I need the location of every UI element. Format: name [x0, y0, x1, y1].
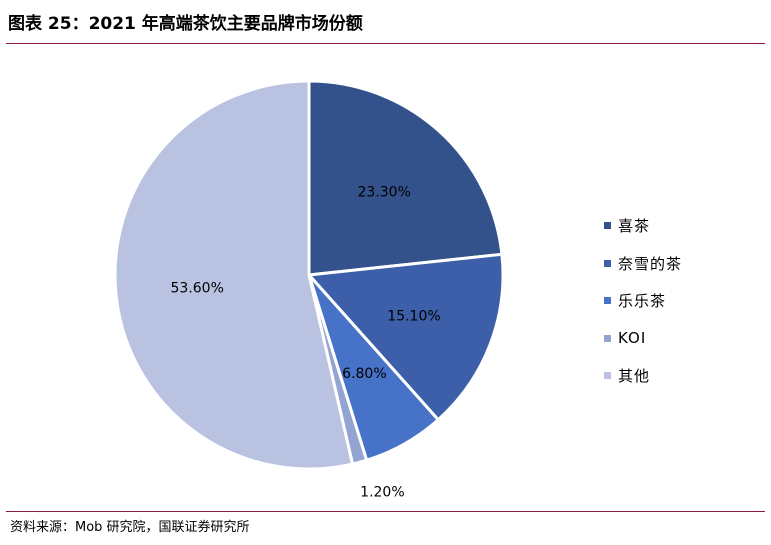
legend-swatch	[604, 297, 611, 305]
pie-slice-0	[307, 79, 504, 277]
legend-item-0: 喜茶	[604, 207, 682, 245]
data-label-1: 15.10%	[387, 308, 440, 324]
title-divider	[6, 43, 765, 44]
legend-item-4: 其他	[604, 357, 682, 395]
legend-item-3: KOI	[604, 320, 682, 358]
legend-swatch	[604, 372, 611, 380]
legend-swatch	[604, 334, 611, 342]
legend-swatch	[604, 222, 611, 230]
pie-slice-1	[307, 252, 505, 422]
chart-legend: 喜茶奈雪的茶乐乐茶 KOI 其他	[604, 207, 682, 395]
legend-item-1: 奈雪的茶	[604, 245, 682, 283]
legend-label: 喜茶	[618, 217, 651, 236]
legend-label: 乐乐茶	[618, 292, 667, 311]
source-divider	[6, 511, 765, 512]
data-label-4: 53.60%	[171, 281, 224, 297]
page-title: 图表 25：2021 年高端茶饮主要品牌市场份额	[8, 14, 363, 34]
pie-slice-4	[113, 79, 355, 471]
legend-item-2: 乐乐茶	[604, 282, 682, 320]
source-note: 资料来源：Mob 研究院，国联证券研究所	[10, 520, 250, 535]
legend-label: 奈雪的茶	[618, 254, 683, 273]
legend-swatch	[604, 259, 611, 267]
legend-label: KOI	[618, 329, 647, 348]
data-label-2: 6.80%	[342, 366, 386, 382]
data-label-0: 23.30%	[358, 184, 411, 200]
data-label-3: 1.20%	[360, 484, 404, 500]
legend-label: 其他	[618, 367, 651, 386]
